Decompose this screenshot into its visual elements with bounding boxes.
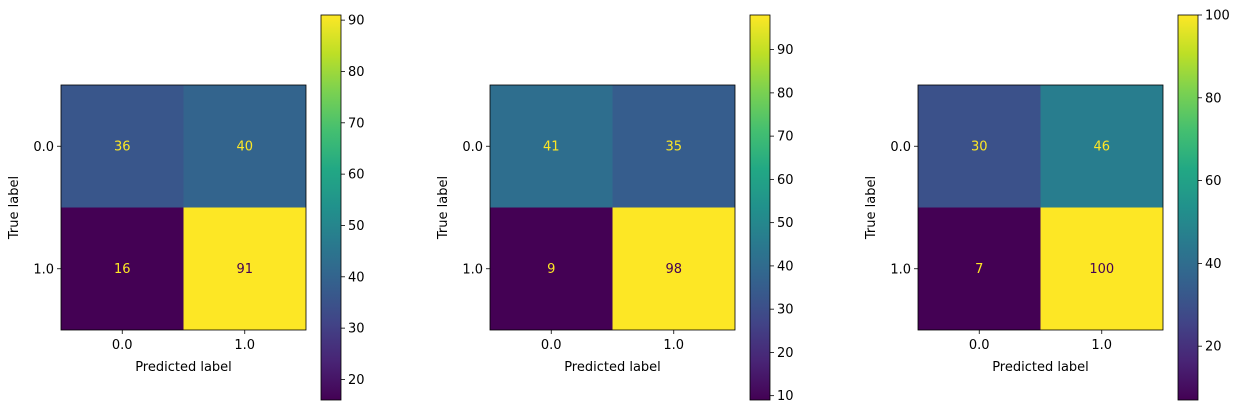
colorbar-tick-label: 60 — [777, 173, 794, 188]
y-tick-label: 0.0 — [890, 140, 911, 155]
matrix-frame — [489, 84, 736, 331]
cell-value-label: 100 — [1089, 262, 1114, 277]
cell-value-label: 30 — [971, 139, 988, 154]
cell-value-label: 9 — [547, 262, 555, 277]
cell-value-label: 7 — [975, 262, 983, 277]
colorbar-frame — [320, 14, 342, 401]
y-tick-label: 1.0 — [890, 262, 911, 277]
matrix-cell — [612, 207, 735, 330]
colorbar-tick-label: 20 — [1205, 340, 1222, 355]
matrix-cell — [490, 207, 613, 330]
x-tick-label: 1.0 — [663, 338, 684, 353]
matrix-cell — [183, 207, 306, 330]
colorbar-tick-label: 40 — [348, 270, 365, 285]
x-axis-label: Predicted label — [992, 360, 1089, 375]
matrix-cell — [1040, 207, 1163, 330]
colorbar-tick-label: 50 — [348, 219, 365, 234]
colorbar — [750, 15, 770, 400]
colorbar-tick-label: 70 — [348, 116, 365, 131]
matrix-cell — [612, 85, 735, 208]
matrix-cell — [61, 207, 184, 330]
cell-value-label: 98 — [665, 262, 682, 277]
colorbar-tick-label: 30 — [777, 303, 794, 318]
cell-value-label: 40 — [236, 139, 253, 154]
colorbar-tick-label: 10 — [777, 389, 794, 404]
cell-value-label: 91 — [236, 262, 253, 277]
colorbar-tick-label: 80 — [1205, 91, 1222, 106]
colorbar-tick-label: 30 — [348, 322, 365, 337]
y-axis-label: True label — [7, 176, 22, 240]
y-axis-label: True label — [436, 176, 451, 240]
colorbar-tick-label: 40 — [777, 259, 794, 274]
cell-value-label: 46 — [1093, 139, 1110, 154]
colorbar — [1178, 15, 1198, 400]
x-axis-label: Predicted label — [135, 360, 232, 375]
matrix-cell — [61, 85, 184, 208]
colorbar-tick-label: 100 — [1205, 9, 1230, 24]
matrix-frame — [60, 84, 307, 331]
y-tick-label: 1.0 — [462, 262, 483, 277]
cell-value-label: 41 — [543, 139, 560, 154]
colorbar — [321, 15, 341, 400]
y-axis-label: True label — [864, 176, 879, 240]
cell-value-label: 16 — [114, 262, 131, 277]
colorbar-tick-label: 80 — [348, 65, 365, 80]
x-tick-label: 1.0 — [1091, 338, 1112, 353]
matrix-cell — [918, 85, 1041, 208]
y-tick-label: 0.0 — [462, 140, 483, 155]
x-tick-label: 0.0 — [112, 338, 133, 353]
x-tick-label: 0.0 — [969, 338, 990, 353]
colorbar-tick-label: 80 — [777, 86, 794, 101]
colorbar-tick-label: 50 — [777, 216, 794, 231]
colorbar-tick-label: 90 — [348, 14, 365, 29]
colorbar-tick-label: 60 — [1205, 174, 1222, 189]
matrix-frame — [917, 84, 1164, 331]
colorbar-frame — [749, 14, 771, 401]
colorbar-tick-label: 40 — [1205, 257, 1222, 272]
y-tick-label: 1.0 — [33, 262, 54, 277]
matrix-cell — [183, 85, 306, 208]
colorbar-tick-label: 20 — [777, 346, 794, 361]
colorbar-tick-label: 90 — [777, 43, 794, 58]
cell-value-label: 35 — [665, 139, 682, 154]
x-axis-label: Predicted label — [564, 360, 661, 375]
colorbar-frame — [1177, 14, 1199, 401]
y-tick-label: 0.0 — [33, 140, 54, 155]
colorbar-tick-label: 20 — [348, 373, 365, 388]
matrix-cell — [490, 85, 613, 208]
colorbar-tick-label: 70 — [777, 130, 794, 145]
x-tick-label: 1.0 — [234, 338, 255, 353]
cell-value-label: 36 — [114, 139, 131, 154]
matrix-cell — [918, 207, 1041, 330]
colorbar-tick-label: 60 — [348, 168, 365, 183]
matrix-cell — [1040, 85, 1163, 208]
x-tick-label: 0.0 — [541, 338, 562, 353]
